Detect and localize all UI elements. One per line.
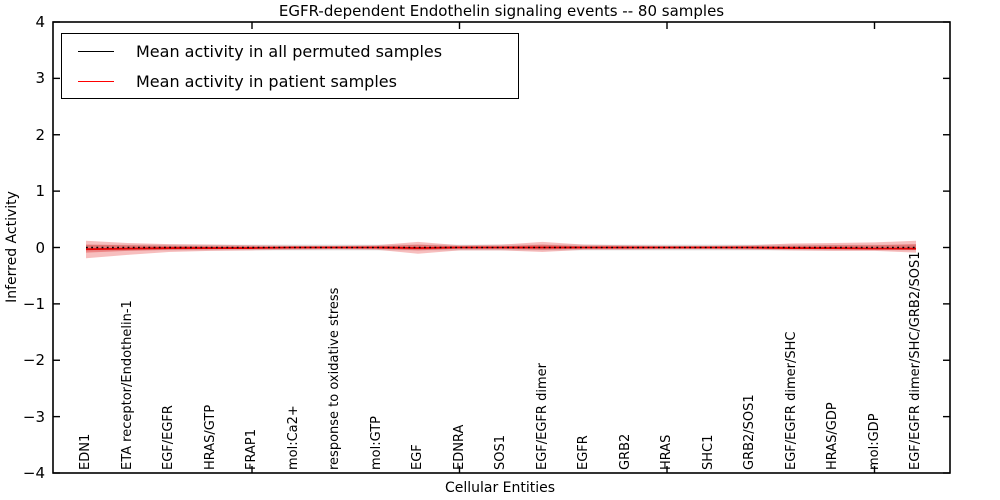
x-category-label: EGF/EGFR dimer (534, 363, 550, 470)
x-category-label: response to oxidative stress (327, 287, 342, 470)
x-category-label: EDN1 (78, 433, 93, 470)
legend-label: Mean activity in all permuted samples (136, 41, 443, 61)
x-category-label: mol:GDP (866, 413, 882, 470)
x-category-label: FRAP1 (244, 429, 259, 470)
x-category-label: SOS1 (493, 434, 508, 470)
y-tick-label: −3 (22, 407, 45, 426)
y-tick-label: 2 (35, 125, 45, 144)
y-tick-label: −4 (22, 464, 45, 482)
x-category-label: EGF/EGFR dimer/SHC/GRB2/SOS1 (908, 251, 923, 471)
x-category-label: HRAS/GDP (825, 402, 840, 470)
legend-item-permuted: Mean activity in all permuted samples (62, 36, 518, 66)
x-category-label: ETA receptor/Endothelin-1 (119, 300, 135, 470)
patient-line-swatch (78, 80, 114, 82)
y-tick-label: 4 (35, 13, 45, 31)
legend-item-patient: Mean activity in patient samples (62, 66, 518, 96)
x-category-label: EGF (410, 444, 425, 470)
y-tick-label: 3 (35, 69, 45, 88)
x-category-label: GRB2 (617, 433, 633, 470)
x-category-label: HRAS/GTP (202, 404, 218, 470)
x-axis-label: Cellular Entities (444, 480, 556, 496)
permuted-line-swatch (78, 50, 114, 52)
legend-label: Mean activity in patient samples (136, 71, 397, 91)
x-category-label: mol:Ca2+ (285, 405, 301, 470)
x-category-label: HRAS (659, 434, 674, 470)
x-category-label: EGF/EGFR dimer/SHC (783, 331, 799, 470)
y-tick-label: −1 (22, 294, 45, 313)
y-tick-label: 0 (35, 238, 45, 257)
x-category-label: EGF/EGFR (161, 405, 176, 470)
y-tick-label: 1 (35, 182, 45, 201)
patient-std-outer-band (86, 240, 916, 259)
x-category-label: EGFR (576, 435, 591, 470)
chart-title: EGFR-dependent Endothelin signaling even… (278, 2, 725, 20)
y-tick-label: −2 (22, 351, 45, 370)
x-category-label: GRB2/SOS1 (742, 394, 757, 470)
legend: Mean activity in all permuted samples Me… (61, 33, 519, 99)
x-category-label: EDNRA (451, 424, 467, 470)
x-category-label: SHC1 (700, 434, 716, 470)
x-category-label: mol:GTP (368, 416, 384, 470)
